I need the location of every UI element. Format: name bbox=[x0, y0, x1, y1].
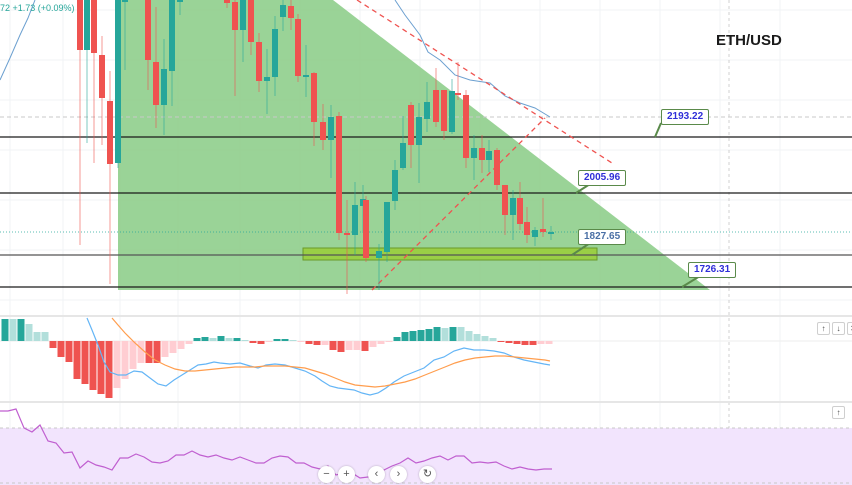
signal-line bbox=[111, 317, 551, 388]
descending-trendline[interactable] bbox=[356, 0, 613, 164]
rsi-line bbox=[0, 408, 552, 479]
price-label-2193[interactable]: 2193.22 bbox=[661, 109, 710, 125]
rsi-move-up-button[interactable]: ↑ bbox=[832, 406, 845, 419]
zoom-out-button[interactable]: − bbox=[318, 466, 335, 483]
price-label-1827[interactable]: 1827.65 bbox=[578, 229, 627, 245]
moving-average-line-2 bbox=[394, 0, 551, 118]
candlesticks bbox=[77, 0, 554, 294]
pair-title: ETH/USD bbox=[716, 32, 782, 49]
reset-chart-button[interactable]: ↻ bbox=[419, 466, 436, 483]
price-change-legend: 72 +1.73 (+0.09%) bbox=[0, 3, 75, 13]
scroll-right-button[interactable]: › bbox=[390, 466, 407, 483]
moving-average-line bbox=[0, 0, 36, 81]
macd-histogram bbox=[1, 319, 553, 398]
macd-move-down-button[interactable]: ↓ bbox=[832, 322, 845, 335]
macd-move-up-button[interactable]: ↑ bbox=[817, 322, 830, 335]
horizontal-levels[interactable] bbox=[0, 136, 852, 288]
pane-close-button[interactable]: ✕ bbox=[847, 322, 852, 335]
label-leaders bbox=[571, 122, 701, 288]
price-label-2005[interactable]: 2005.96 bbox=[578, 170, 627, 186]
macd-line bbox=[86, 317, 551, 396]
zoom-in-button[interactable]: + bbox=[338, 466, 355, 483]
price-label-1726[interactable]: 1726.31 bbox=[688, 262, 737, 278]
ascending-trendline[interactable] bbox=[371, 117, 546, 291]
scroll-left-button[interactable]: ‹ bbox=[368, 466, 385, 483]
